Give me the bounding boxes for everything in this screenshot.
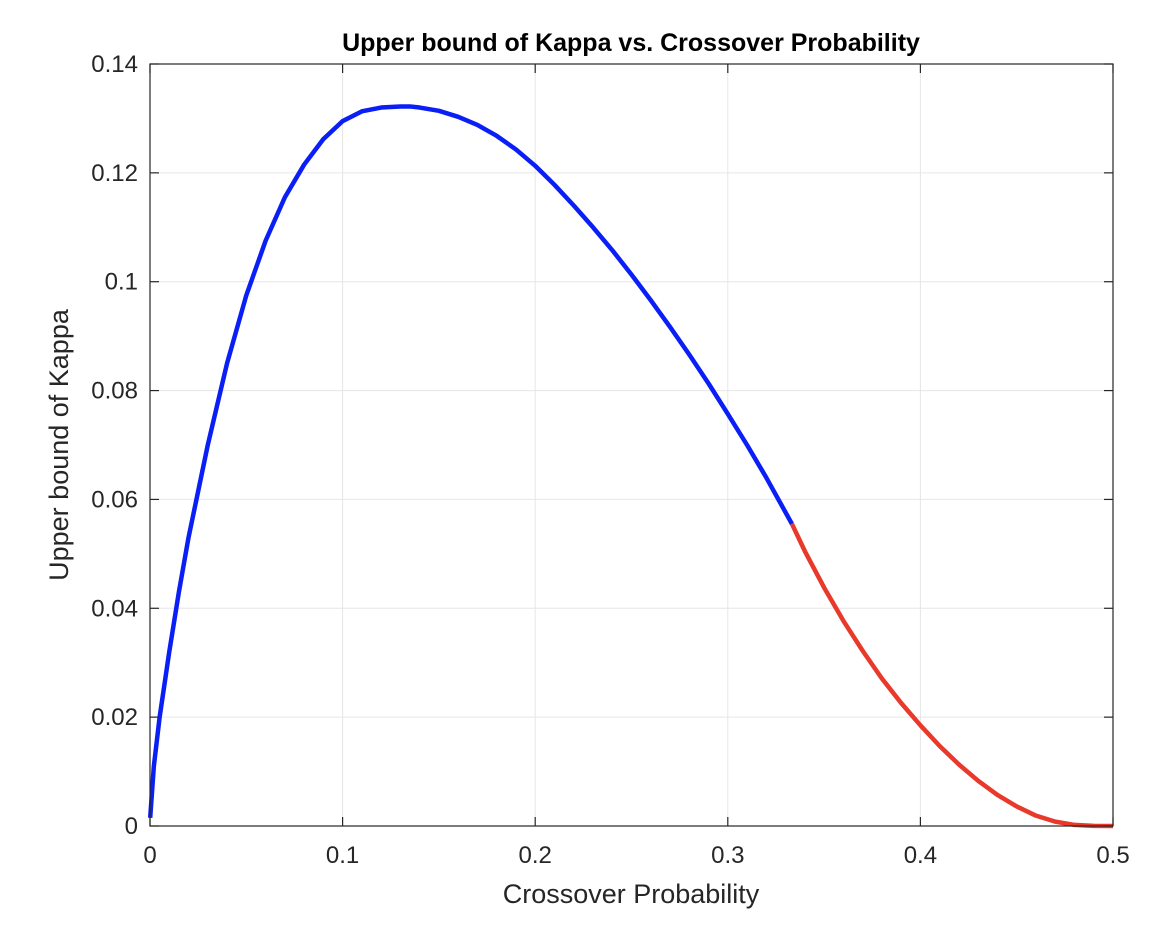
y-tick-label: 0.02: [91, 704, 138, 731]
y-tick-label: 0.04: [91, 595, 138, 622]
plot-area-border: [149, 63, 1114, 827]
chart-title: Upper bound of Kappa vs. Crossover Proba…: [342, 29, 920, 57]
y-tick-label: 0.06: [91, 486, 138, 513]
x-tick-label: 0.2: [519, 842, 552, 869]
y-axis-label: Upper bound of Kappa: [44, 308, 74, 581]
axes: [149, 63, 1114, 827]
y-tick-label: 0.1: [105, 269, 138, 296]
x-tick-label: 0.1: [326, 842, 359, 869]
y-tick-label: 0: [125, 813, 138, 840]
y-tick-labels: 0 0.02 0.04 0.06 0.08 0.1 0.12 0.14: [91, 51, 138, 840]
y-tick-label: 0.14: [91, 51, 138, 78]
x-tick-label: 0: [143, 842, 156, 869]
y-tick-label: 0.08: [91, 378, 138, 405]
x-tick-labels: 0 0.1 0.2 0.3 0.4 0.5: [143, 842, 1129, 869]
x-tick-label: 0.4: [904, 842, 937, 869]
x-axis-label: Crossover Probability: [503, 879, 760, 909]
x-tick-label: 0.3: [711, 842, 744, 869]
series-line-2: [789, 522, 1114, 829]
y-tick-label: 0.12: [91, 160, 138, 187]
x-tick-label: 0.5: [1096, 842, 1129, 869]
series-line-1: [147, 104, 794, 818]
series-group: [147, 104, 1114, 829]
